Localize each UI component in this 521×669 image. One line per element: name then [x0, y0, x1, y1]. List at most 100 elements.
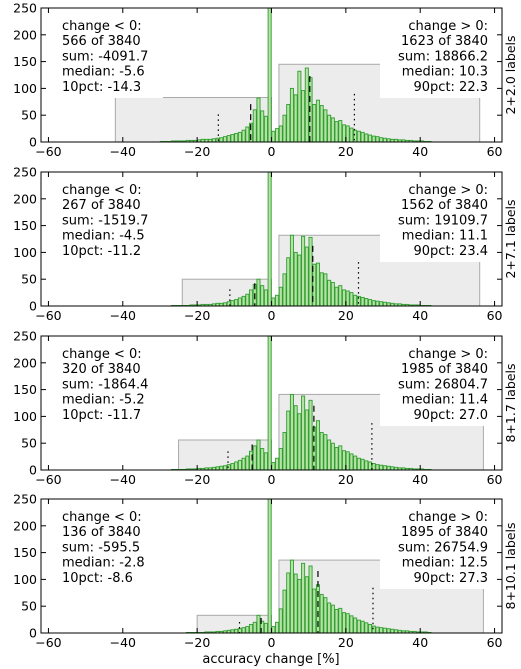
- y-tick-label: 250: [13, 1, 37, 16]
- histogram-bar: [397, 629, 402, 633]
- histogram-bar: [271, 626, 276, 633]
- histogram-bar: [271, 462, 276, 470]
- histogram-bar: [338, 607, 343, 633]
- histogram-bar: [241, 295, 246, 306]
- histogram-bar: [304, 67, 309, 142]
- histogram-bar: [289, 559, 294, 633]
- histogram-bar: [341, 450, 347, 470]
- histogram-bar: [360, 131, 365, 142]
- positive-annotation-line: median: 12.5: [402, 556, 488, 571]
- histogram-bar: [215, 137, 220, 142]
- histogram-bar: [204, 138, 209, 142]
- x-tick-label: 0: [268, 308, 276, 323]
- panel-side-label: 8+10.1 labels: [503, 523, 518, 610]
- histogram-bar: [408, 304, 413, 306]
- histogram-bar: [319, 593, 324, 633]
- histogram-bar: [371, 625, 376, 633]
- histogram-bar: [263, 452, 268, 470]
- histogram-bar: [394, 466, 399, 470]
- histogram-bar: [286, 410, 291, 470]
- histogram-bars: [185, 499, 432, 633]
- histogram-bar: [412, 468, 417, 470]
- histogram-bar: [308, 236, 313, 306]
- histogram-bar: [312, 588, 317, 633]
- histogram-bar: [237, 459, 242, 470]
- histogram-bar: [386, 628, 391, 633]
- x-tick-label: 0: [268, 144, 276, 159]
- histogram-bar: [289, 234, 294, 306]
- histogram-bar: [364, 622, 369, 633]
- histogram-bar: [245, 126, 250, 142]
- negative-annotation-line: sum: -4091.7: [62, 49, 148, 64]
- histogram-bar: [226, 135, 231, 142]
- histogram-bar: [271, 130, 276, 142]
- y-tick-label: 100: [13, 245, 37, 260]
- histogram-bar: [353, 455, 358, 470]
- histogram-bar: [397, 139, 402, 142]
- x-tick-label: −60: [35, 308, 61, 323]
- histogram-bar: [245, 455, 250, 470]
- y-tick-label: 50: [21, 599, 37, 614]
- x-tick-label: −20: [184, 635, 210, 650]
- x-tick-label: 20: [338, 472, 354, 487]
- x-tick-label: −20: [184, 308, 210, 323]
- histogram-bar: [390, 628, 395, 633]
- histogram-bar: [379, 301, 384, 306]
- histogram-bar: [226, 464, 231, 470]
- histogram-bar: [297, 254, 302, 306]
- positive-annotation-bg: [380, 507, 492, 589]
- histogram-bar: [345, 451, 350, 470]
- x-tick-label: 60: [487, 308, 503, 323]
- negative-annotation-line: 10pct: -11.7: [62, 408, 141, 423]
- histogram-bar: [394, 138, 399, 142]
- histogram-bar: [315, 420, 320, 470]
- histogram-bar: [263, 622, 268, 633]
- histogram-bar: [271, 297, 276, 306]
- histogram-bar: [327, 439, 332, 470]
- positive-annotation-line: 1623 of 3840: [401, 34, 488, 49]
- x-tick-label: 0: [268, 635, 276, 650]
- histogram-bar: [371, 135, 376, 142]
- histogram-bar: [375, 464, 380, 470]
- positive-annotation-line: 1985 of 3840: [401, 362, 488, 377]
- negative-annotation-line: 10pct: -11.2: [62, 244, 141, 259]
- histogram-bar: [189, 304, 194, 306]
- histogram-bar: [301, 395, 306, 470]
- negative-annotation-line: median: -5.2: [62, 393, 145, 408]
- histogram-bar: [349, 127, 354, 142]
- negative-annotation-line: change < 0:: [62, 510, 142, 525]
- histogram-bar: [401, 139, 406, 142]
- x-tick-label: −60: [35, 472, 61, 487]
- y-tick-label: 250: [13, 329, 37, 344]
- histogram-bar: [260, 448, 265, 470]
- histogram-bar: [263, 115, 268, 142]
- y-tick-label: 100: [13, 409, 37, 424]
- histogram-bar: [304, 409, 309, 470]
- x-tick-label: 40: [412, 472, 428, 487]
- histogram-bar: [275, 128, 280, 142]
- negative-annotation-line: 136 of 3840: [62, 525, 141, 540]
- histogram-bar: [379, 627, 384, 633]
- histogram-bar: [241, 457, 246, 470]
- histogram-bar: [349, 453, 354, 470]
- histogram-bar: [338, 120, 343, 142]
- histogram-bar: [223, 630, 228, 633]
- positive-annotation-line: sum: 26754.9: [398, 540, 488, 555]
- histogram-bar: [368, 623, 373, 633]
- positive-annotation-line: change > 0:: [408, 347, 488, 362]
- positive-annotation-line: change > 0:: [408, 510, 488, 525]
- panel-side-label: 2+2.0 labels: [503, 35, 518, 114]
- negative-annotation-line: change < 0:: [62, 347, 142, 362]
- histogram-bar: [356, 130, 361, 142]
- histogram-bar: [375, 300, 380, 306]
- y-tick-label: 150: [13, 545, 37, 560]
- y-tick-label: 0: [29, 299, 37, 314]
- histogram-bar: [278, 125, 283, 142]
- histogram-bar: [353, 617, 358, 633]
- y-tick-label: 150: [13, 54, 37, 69]
- histogram-bar: [368, 461, 373, 470]
- histogram-bar: [260, 110, 265, 142]
- histogram-bar: [267, 499, 272, 633]
